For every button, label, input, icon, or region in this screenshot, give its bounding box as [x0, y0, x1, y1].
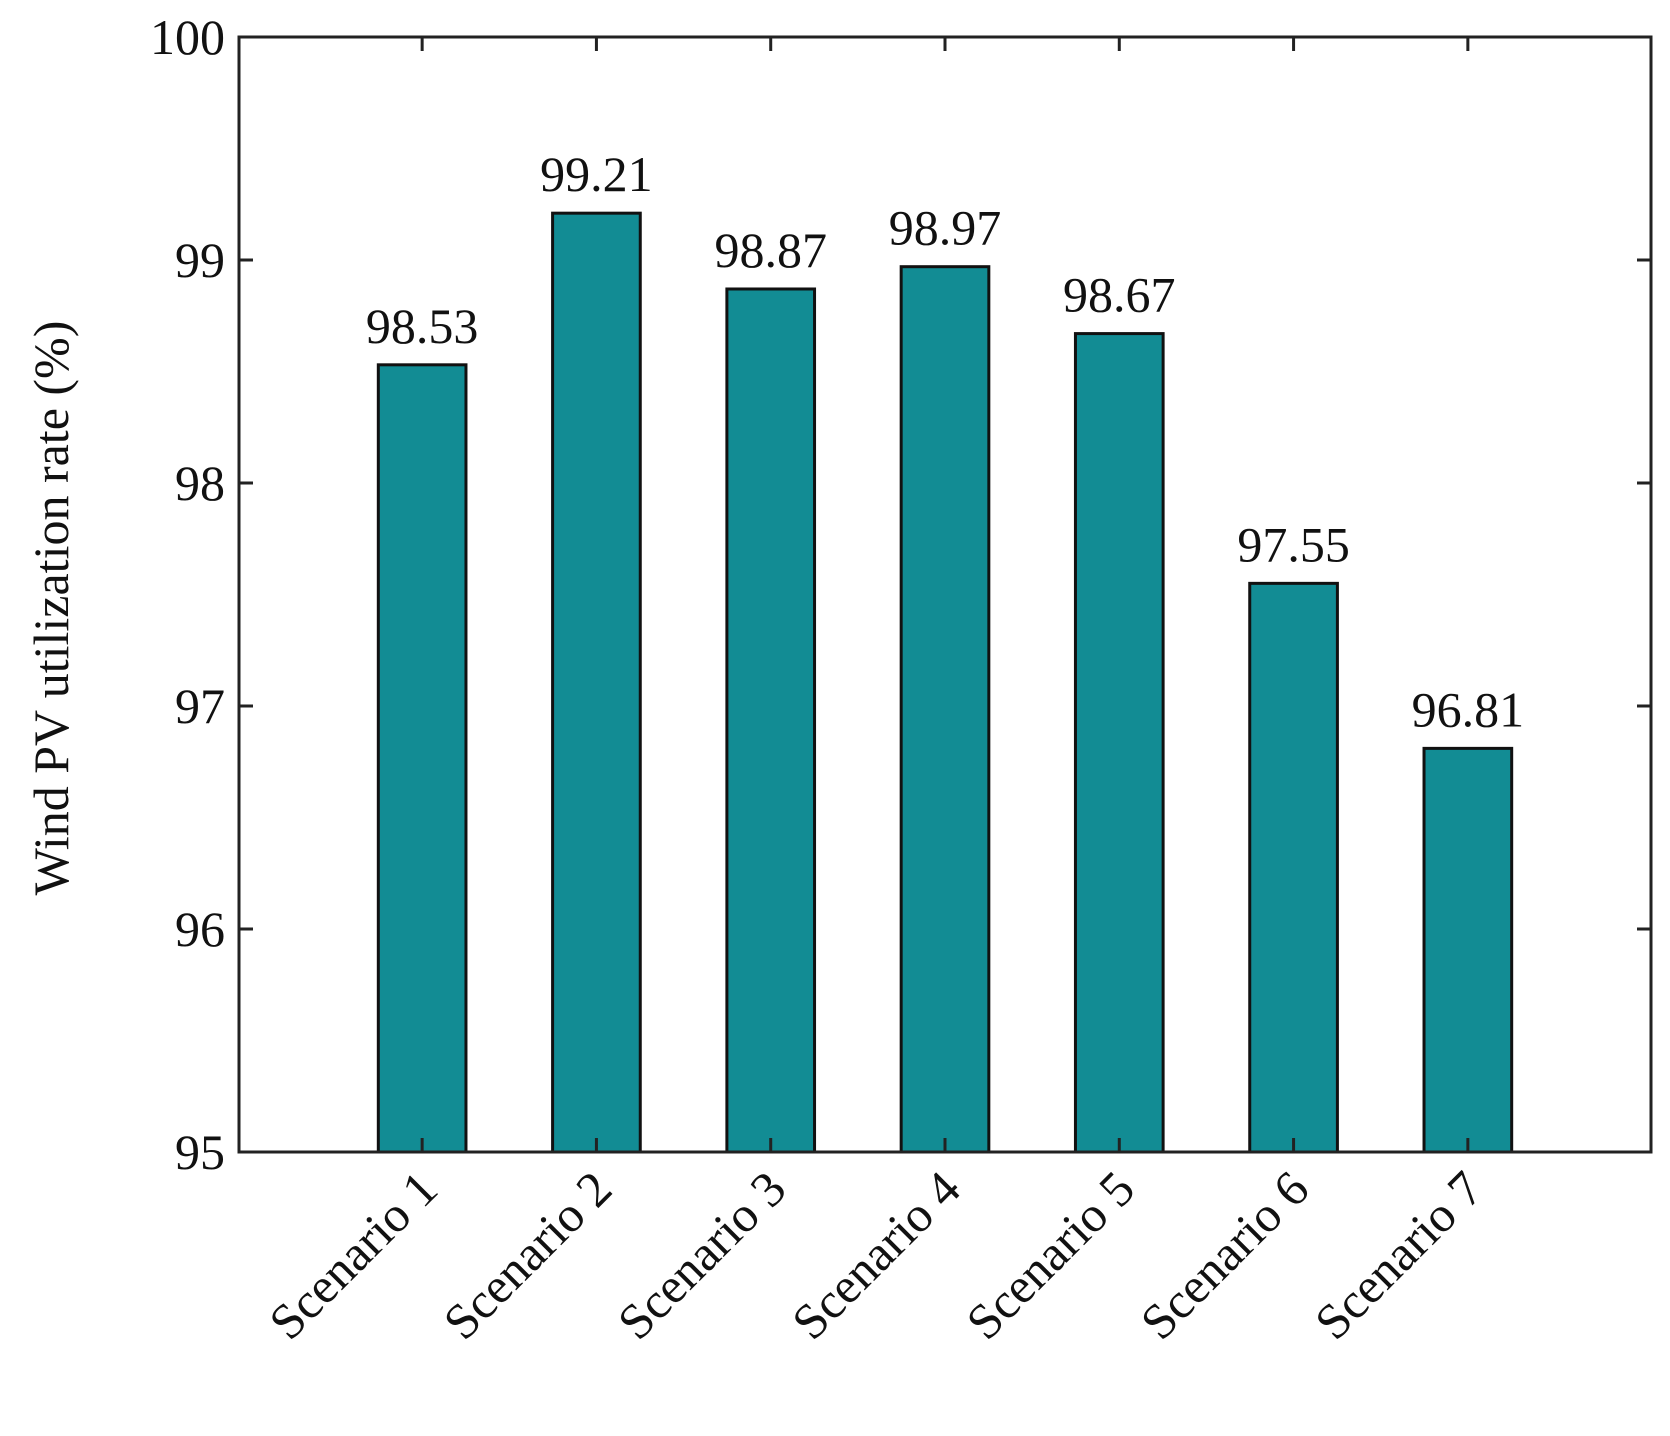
bar — [1422, 746, 1514, 1154]
value-label: 99.21 — [540, 146, 653, 202]
bar — [551, 211, 642, 1154]
x-tick-label: Scenario 5 — [955, 1160, 1145, 1350]
y-tick-label: 96 — [175, 901, 225, 957]
y-tick-label: 100 — [150, 9, 225, 65]
x-tick-label: Scenario 6 — [1130, 1160, 1320, 1350]
y-tick-label: 99 — [175, 232, 225, 288]
plot-frame — [237, 35, 1653, 1154]
bar — [725, 287, 817, 1154]
x-tick-label: Scenario 1 — [258, 1160, 448, 1350]
value-label: 98.67 — [1063, 267, 1176, 323]
bar — [1073, 332, 1165, 1154]
x-tick-label: Scenario 7 — [1304, 1160, 1494, 1350]
y-tick-label: 97 — [175, 678, 225, 734]
value-label: 98.97 — [889, 200, 1002, 256]
x-tick-label: Scenario 2 — [432, 1160, 622, 1350]
y-axis-label: Wind PV utilization rate (%) — [23, 321, 79, 896]
value-label: 98.53 — [366, 298, 479, 354]
x-tick-label: Scenario 3 — [607, 1160, 797, 1350]
bar — [899, 265, 991, 1154]
bar — [1248, 581, 1339, 1154]
y-tick-label: 98 — [175, 455, 225, 511]
x-tick-label: Scenario 4 — [781, 1160, 971, 1350]
bar — [376, 363, 468, 1154]
value-label: 98.87 — [714, 222, 827, 278]
y-tick-label: 95 — [175, 1124, 225, 1180]
value-label: 96.81 — [1412, 681, 1525, 737]
value-label: 97.55 — [1237, 516, 1350, 572]
